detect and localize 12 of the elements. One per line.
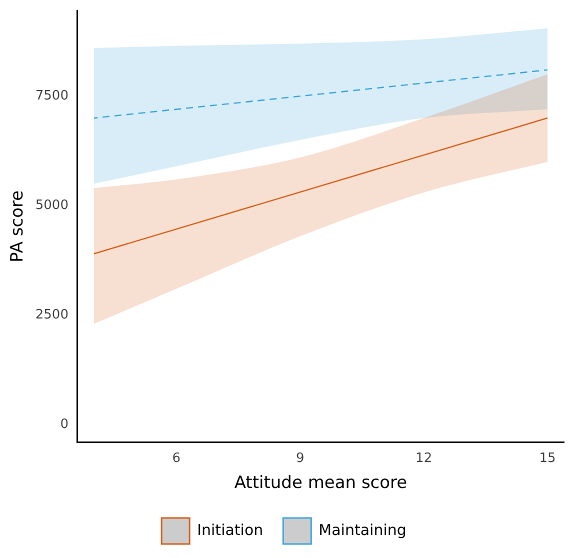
x-tick-label: 12 (416, 451, 432, 466)
x-tick-label: 6 (172, 451, 181, 466)
y-tick-label: 5000 (35, 198, 68, 213)
y-tick-label: 2500 (35, 307, 68, 322)
x-tick-label: 15 (539, 451, 556, 466)
y-tick-label: 7500 (35, 88, 68, 104)
x-axis-title: Attitude mean score (234, 473, 408, 494)
y-axis-title: PA score (8, 190, 28, 262)
y-tick-label: 0 (60, 416, 68, 432)
legend-label: Maintaining (318, 520, 406, 539)
legend-label: Initiation (197, 520, 264, 539)
x-tick-label: 9 (296, 451, 304, 466)
